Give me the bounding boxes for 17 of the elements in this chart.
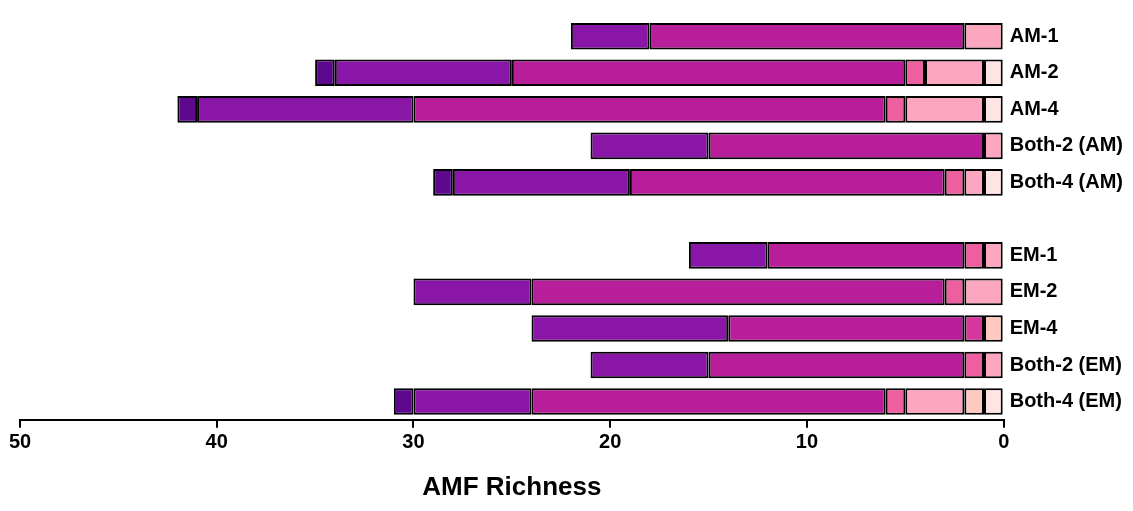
y-tick-label: Both-4 (EM) bbox=[1009, 389, 1122, 412]
x-tick-label: 40 bbox=[205, 430, 228, 453]
y-tick-label: EM-2 bbox=[1009, 279, 1058, 302]
y-tick-label: AM-1 bbox=[1009, 23, 1059, 46]
x-axis-title: AMF Richness bbox=[422, 470, 602, 501]
y-tick-label: Both-2 (EM) bbox=[1009, 352, 1122, 375]
y-tick-label: Both-2 (AM) bbox=[1009, 133, 1124, 156]
y-tick-label: AM-2 bbox=[1009, 60, 1059, 83]
y-tick-label: EM-4 bbox=[1009, 316, 1059, 338]
y-tick-label: EM-1 bbox=[1009, 242, 1058, 265]
x-tick-label: 10 bbox=[795, 430, 819, 453]
x-tick-label: 50 bbox=[8, 430, 32, 453]
x-tick-label: 0 bbox=[998, 430, 1010, 453]
x-tick-label: 20 bbox=[599, 430, 622, 453]
x-tick-label: 30 bbox=[402, 430, 425, 453]
y-tick-label: Both-4 (AM) bbox=[1009, 169, 1124, 192]
y-tick-label: AM-4 bbox=[1009, 96, 1060, 119]
